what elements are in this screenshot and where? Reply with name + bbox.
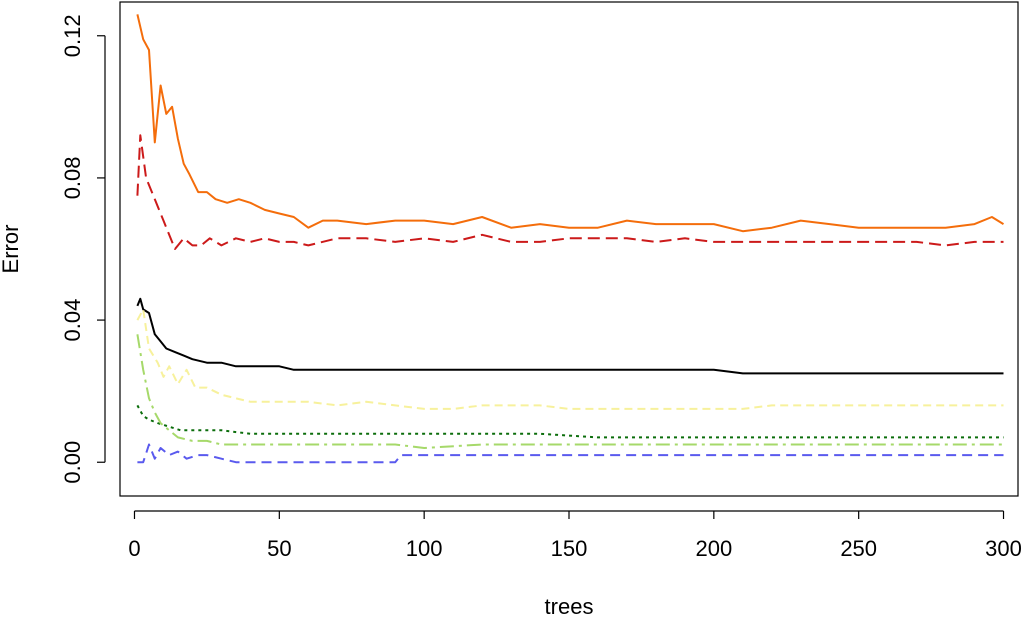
- plot-frame: [119, 1, 1019, 497]
- y-tick-label: 0.12: [60, 14, 85, 57]
- y-axis-title: Error: [0, 225, 23, 274]
- series-line-class-b: [136, 134, 1004, 250]
- y-tick-label: 0.00: [60, 441, 85, 484]
- y-tick-label: 0.08: [60, 156, 85, 199]
- x-tick-label: 50: [267, 536, 291, 561]
- series-line-class-d: [136, 404, 1004, 439]
- series-layer: [136, 14, 1005, 464]
- series-line-class-c: [136, 308, 1004, 410]
- x-axis-title: trees: [545, 594, 594, 617]
- series-line-overall: [136, 297, 1004, 375]
- y-tick-label: 0.04: [60, 299, 85, 342]
- series-line-class-e: [136, 334, 1004, 449]
- x-tick-label: 300: [985, 536, 1022, 561]
- x-tick-label: 150: [551, 536, 588, 561]
- y-axis: 0.00 0.04 0.08 0.12: [60, 14, 106, 484]
- x-tick-label: 200: [695, 536, 732, 561]
- series-line-class-f: [137, 443, 1004, 464]
- series-line-class-a: [136, 14, 1005, 233]
- x-tick-label: 100: [406, 536, 443, 561]
- x-tick-label: 250: [840, 536, 877, 561]
- x-axis: 0 50 100 150 200 250 300: [128, 510, 1022, 561]
- x-tick-label: 0: [128, 536, 140, 561]
